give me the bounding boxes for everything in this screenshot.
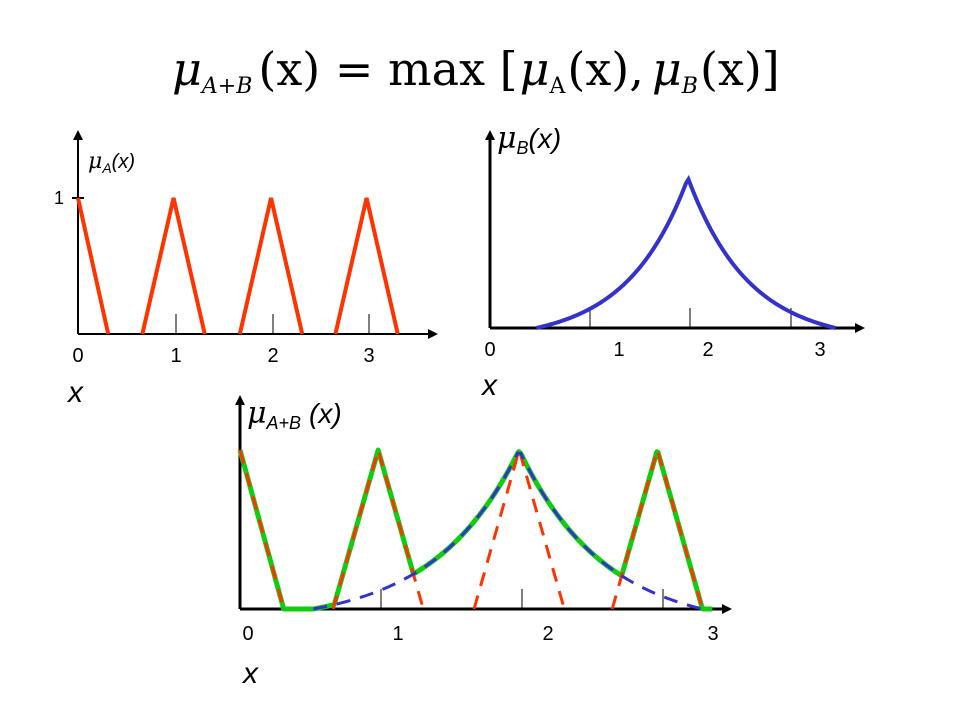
- chart-a-ylabel-mu: μ: [88, 149, 102, 174]
- series-a-peak-2: [237, 197, 305, 335]
- formula: μA+B (x) = max [μA(x), μB(x)]: [172, 42, 780, 99]
- x-tick-label-3: 3: [363, 345, 374, 367]
- formula-a-sub: A: [549, 74, 567, 99]
- x-tick-label-0: 0: [484, 339, 495, 361]
- chart-a-ylabel: μA(x): [88, 149, 135, 176]
- chart-b-ylabel-arg: (x): [529, 123, 562, 154]
- series-b-curve: [535, 174, 837, 330]
- chart-c-ylabel-arg: (x): [309, 398, 342, 429]
- x-tick-label-1: 1: [613, 339, 624, 361]
- x-tick-label-2: 2: [267, 345, 278, 367]
- chart-b-xlabel: x: [480, 369, 498, 402]
- y-axis-arrow: [485, 130, 495, 140]
- series-max-envelope: [237, 447, 714, 612]
- x-tick-label-0: 0: [72, 345, 83, 367]
- y-axis-arrow: [235, 395, 245, 405]
- formula-mu-b: μ: [652, 42, 682, 96]
- chart-c-ylabel-sub: A+B: [266, 413, 302, 433]
- chart-mu-a: 0 1 2 3 1: [54, 130, 438, 367]
- formula-b-sub: B: [681, 74, 698, 99]
- formula-b-arg: (x)]: [700, 42, 780, 96]
- chart-a-ylabel-arg: (x): [112, 151, 135, 173]
- x-axis-arrow: [722, 604, 732, 614]
- series-a-peak-0: [238, 449, 286, 610]
- formula-mu-a: μ: [520, 42, 550, 96]
- formula-lhs-arg: (x) = max [: [258, 42, 517, 96]
- x-tick-label-3: 3: [814, 339, 825, 361]
- chart-a-ylabel-sub: A: [101, 160, 111, 176]
- series-a-peak-1: [140, 197, 207, 335]
- chart-b-ylabel: μB(x): [497, 121, 561, 158]
- x-tick-label-0: 0: [242, 623, 253, 645]
- chart-mu-a-plus-b: 0 1 2 3: [235, 395, 732, 645]
- chart-mu-b: 0 1 2 3: [484, 130, 865, 361]
- series-a-peak-1: [331, 444, 425, 610]
- chart-c-xlabel: x: [241, 657, 259, 690]
- x-tick-label-3: 3: [707, 623, 718, 645]
- formula-mu: μ: [172, 42, 202, 96]
- series-b-curve: [313, 451, 703, 611]
- x-tick-label-1: 1: [170, 345, 181, 367]
- y-tick-label-1: 1: [54, 188, 64, 208]
- series-a-peak-3: [610, 444, 704, 610]
- formula-lhs-sub: A+B: [200, 74, 253, 99]
- chart-a-xlabel: x: [66, 376, 84, 409]
- x-tick-label-2: 2: [702, 339, 713, 361]
- x-axis-arrow: [428, 329, 438, 339]
- y-axis-arrow: [73, 130, 83, 140]
- series-a-peak-2: [472, 444, 566, 610]
- chart-c-ylabel: μA+B (x): [247, 396, 342, 433]
- chart-b-ylabel-mu: μ: [497, 121, 517, 156]
- series-a-peak-0: [76, 197, 111, 335]
- chart-b-ylabel-sub: B: [517, 138, 529, 158]
- x-tick-label-1: 1: [392, 623, 403, 645]
- x-axis-arrow: [855, 323, 865, 333]
- chart-c-ylabel-mu: μ: [247, 396, 267, 431]
- x-tick-label-2: 2: [542, 623, 553, 645]
- formula-a-arg: (x),: [567, 42, 643, 96]
- series-a-peak-3: [333, 197, 400, 335]
